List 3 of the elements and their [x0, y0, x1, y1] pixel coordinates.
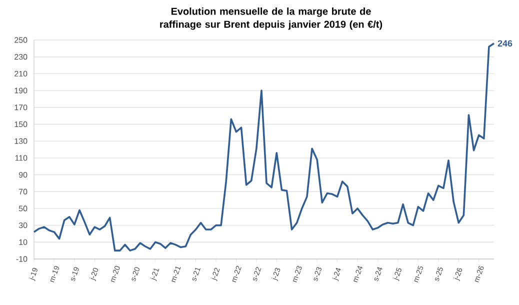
line-series — [33, 42, 495, 252]
chart-title: Evolution mensuelle de la marge brute de raffinage sur Brent depuis janvier 2019 (en €/t) — [160, 8, 382, 30]
data-label: 246 — [498, 40, 512, 47]
